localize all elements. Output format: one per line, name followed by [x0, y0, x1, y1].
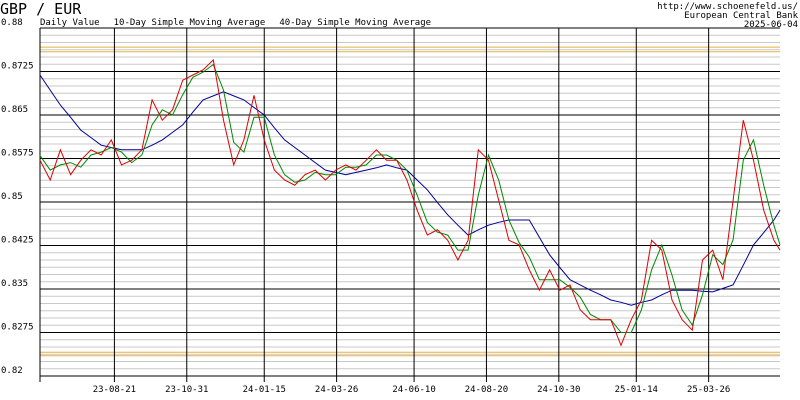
y-tick-label: 0.8425 — [1, 236, 34, 246]
y-tick-label: 0.865 — [1, 105, 28, 115]
y-tick-label: 0.88 — [1, 18, 23, 28]
y-tick-label: 0.835 — [1, 279, 28, 289]
x-tick-label: 25-01-14 — [615, 385, 658, 395]
source-url: http://www.schoenefeld.us/ — [657, 2, 798, 12]
legend-label: 10-Day Simple Moving Average — [114, 18, 266, 28]
legend-label: Daily Value — [40, 18, 100, 28]
source-date: 2025-06-04 — [744, 20, 798, 30]
y-tick-label: 0.8725 — [1, 62, 34, 72]
x-tick-label: 24-01-15 — [243, 385, 286, 395]
y-tick-label: 0.82 — [1, 366, 23, 376]
chart-title: GBP / EUR — [0, 0, 82, 18]
legend-label: 40-Day Simple Moving Average — [279, 18, 431, 28]
x-tick-label: 23-10-31 — [165, 385, 208, 395]
y-tick-label: 0.85 — [1, 192, 23, 202]
x-tick-label: 24-06-10 — [392, 385, 435, 395]
series-line — [39, 74, 781, 306]
y-tick-label: 0.8275 — [1, 323, 34, 333]
series-line — [39, 58, 781, 347]
x-tick-label: 24-10-30 — [537, 385, 580, 395]
source-name: European Central Bank — [684, 11, 798, 21]
x-tick-label: 24-08-20 — [465, 385, 508, 395]
y-tick-label: 0.8575 — [1, 149, 34, 159]
x-tick-label: 24-03-26 — [315, 385, 358, 395]
x-tick-label: 23-08-21 — [93, 385, 136, 395]
x-tick-label: 25-03-26 — [687, 385, 730, 395]
